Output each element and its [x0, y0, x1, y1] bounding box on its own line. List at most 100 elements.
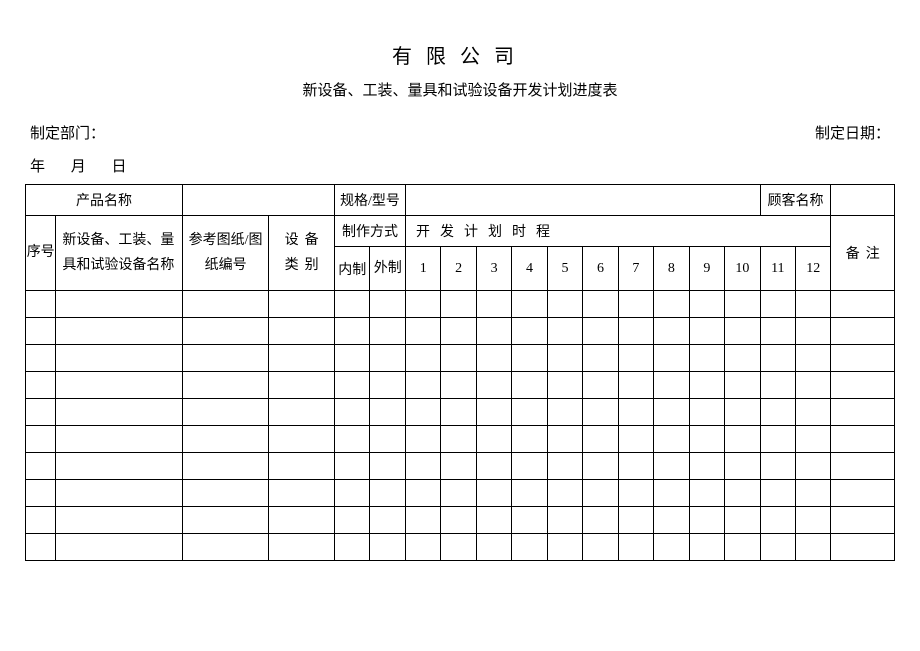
table-cell — [183, 453, 269, 480]
hdr-m11: 11 — [760, 247, 795, 291]
info-row: 产品名称 规格/型号 顾客名称 — [26, 185, 895, 216]
table-cell — [654, 426, 689, 453]
table-cell — [796, 507, 831, 534]
table-cell — [26, 453, 56, 480]
table-cell — [583, 345, 618, 372]
table-cell — [441, 372, 476, 399]
hdr-m5: 5 — [547, 247, 582, 291]
table-cell — [335, 453, 370, 480]
hdr-internal: 内制 — [335, 247, 370, 291]
table-cell — [796, 345, 831, 372]
table-cell — [476, 507, 511, 534]
table-cell — [725, 480, 761, 507]
table-cell — [405, 426, 440, 453]
table-cell — [831, 399, 895, 426]
table-cell — [335, 291, 370, 318]
table-cell — [689, 480, 724, 507]
table-cell — [476, 453, 511, 480]
table-cell — [689, 345, 724, 372]
table-cell — [760, 507, 795, 534]
table-cell — [370, 480, 405, 507]
table-cell — [405, 507, 440, 534]
table-cell — [269, 372, 335, 399]
table-cell — [370, 399, 405, 426]
table-cell — [56, 453, 183, 480]
table-row — [26, 372, 895, 399]
table-cell — [512, 426, 547, 453]
table-cell — [547, 291, 582, 318]
table-cell — [269, 534, 335, 561]
table-cell — [760, 318, 795, 345]
table-row — [26, 480, 895, 507]
table-cell — [26, 372, 56, 399]
table-cell — [796, 318, 831, 345]
table-cell — [583, 318, 618, 345]
table-cell — [269, 507, 335, 534]
table-row — [26, 345, 895, 372]
hdr-m3: 3 — [476, 247, 511, 291]
table-cell — [56, 507, 183, 534]
table-cell — [370, 345, 405, 372]
table-cell — [335, 507, 370, 534]
hdr-m8: 8 — [654, 247, 689, 291]
table-cell — [56, 480, 183, 507]
title-sub: 新设备、工装、量具和试验设备开发计划进度表 — [25, 79, 895, 100]
table-cell — [760, 453, 795, 480]
table-cell — [831, 291, 895, 318]
table-cell — [269, 345, 335, 372]
table-cell — [405, 480, 440, 507]
table-cell — [618, 318, 653, 345]
table-cell — [512, 507, 547, 534]
table-cell — [183, 345, 269, 372]
table-cell — [441, 534, 476, 561]
table-cell — [831, 426, 895, 453]
table-cell — [405, 345, 440, 372]
table-cell — [269, 399, 335, 426]
table-cell — [689, 399, 724, 426]
table-cell — [725, 291, 761, 318]
table-cell — [476, 426, 511, 453]
table-cell — [654, 507, 689, 534]
table-cell — [405, 534, 440, 561]
table-cell — [335, 426, 370, 453]
table-cell — [654, 291, 689, 318]
date-label: 制定日期： — [815, 122, 890, 143]
table-cell — [56, 534, 183, 561]
table-cell — [725, 534, 761, 561]
table-cell — [689, 372, 724, 399]
table-cell — [583, 480, 618, 507]
table-cell — [405, 372, 440, 399]
table-cell — [796, 426, 831, 453]
hdr-seq: 序号 — [26, 216, 56, 291]
table-cell — [796, 291, 831, 318]
table-cell — [831, 318, 895, 345]
table-cell — [335, 318, 370, 345]
hdr-type: 设备类别 — [269, 216, 335, 291]
hdr-m1: 1 — [405, 247, 440, 291]
table-cell — [370, 534, 405, 561]
table-cell — [583, 534, 618, 561]
hdr-remarks: 备注 — [831, 216, 895, 291]
table-cell — [725, 399, 761, 426]
title-main: 有限公司 — [25, 40, 895, 69]
table-cell — [26, 507, 56, 534]
table-cell — [725, 453, 761, 480]
table-cell — [547, 480, 582, 507]
hdr-dev-schedule: 开发计划时程 — [405, 216, 831, 247]
table-row — [26, 534, 895, 561]
table-cell — [689, 318, 724, 345]
table-cell — [26, 318, 56, 345]
table-cell — [335, 372, 370, 399]
hdr-equip-name: 新设备、工装、量具和试验设备名称 — [56, 216, 183, 291]
table-cell — [441, 453, 476, 480]
table-cell — [476, 534, 511, 561]
table-cell — [654, 453, 689, 480]
table-cell — [796, 534, 831, 561]
table-cell — [26, 399, 56, 426]
table-cell — [547, 372, 582, 399]
table-cell — [56, 372, 183, 399]
table-cell — [476, 291, 511, 318]
table-cell — [654, 480, 689, 507]
table-cell — [405, 453, 440, 480]
spec-label: 规格/型号 — [335, 185, 406, 216]
